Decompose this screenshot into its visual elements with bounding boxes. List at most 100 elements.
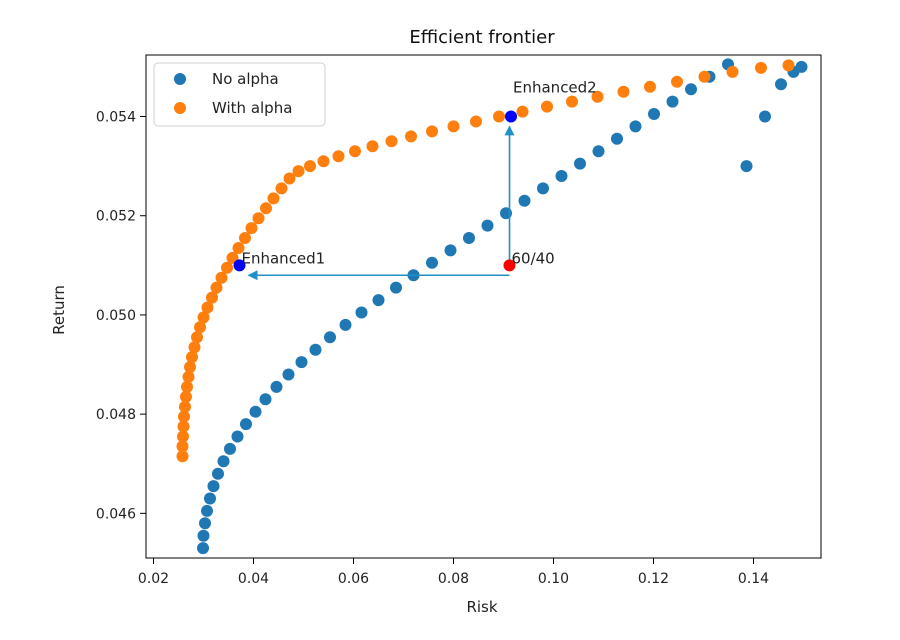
point-no-alpha: [355, 306, 368, 319]
highlight-point-enhanced1: [233, 259, 246, 272]
legend-marker: [174, 102, 186, 114]
point-no-alpha: [249, 405, 262, 418]
point-with-alpha: [177, 430, 189, 443]
legend: No alpha With alpha: [153, 62, 326, 127]
point-with-alpha: [267, 192, 280, 205]
point-no-alpha: [282, 368, 295, 381]
point-with-alpha: [245, 222, 258, 235]
point-with-alpha: [210, 281, 223, 294]
point-with-alpha: [221, 261, 233, 274]
y-axis-label: Return: [50, 285, 68, 335]
point-no-alpha: [217, 455, 230, 468]
point-with-alpha: [292, 165, 305, 178]
point-no-alpha: [555, 170, 568, 182]
point-no-alpha: [463, 232, 475, 244]
point-no-alpha: [518, 194, 531, 207]
point-with-alpha: [366, 140, 379, 153]
x-tick-label: 0.02: [138, 571, 169, 587]
point-with-alpha: [182, 370, 195, 383]
point-with-alpha: [385, 135, 398, 148]
point-no-alpha: [629, 120, 642, 133]
point-no-alpha: [685, 83, 697, 96]
point-no-alpha: [648, 108, 660, 120]
point-with-alpha: [275, 182, 288, 195]
point-no-alpha: [537, 182, 549, 195]
point-with-alpha: [191, 331, 203, 344]
y-tick-label: 0.050: [96, 308, 136, 324]
legend-label: No alpha: [212, 70, 279, 88]
point-with-alpha: [405, 130, 417, 143]
highlight-point-enhanced2: [505, 110, 517, 123]
point-no-alpha: [309, 343, 322, 356]
highlight-point-60-40: [503, 259, 516, 272]
point-with-alpha: [332, 150, 345, 163]
point-with-alpha: [177, 420, 190, 433]
point-no-alpha: [207, 480, 220, 493]
y-tick-label: 0.046: [96, 506, 136, 522]
point-with-alpha: [176, 450, 189, 463]
point-no-alpha: [197, 542, 209, 555]
point-with-alpha: [252, 212, 265, 225]
point-no-alpha: [339, 318, 352, 331]
point-with-alpha: [726, 65, 739, 78]
point-with-alpha: [617, 85, 630, 98]
point-with-alpha: [541, 100, 553, 113]
point-no-alpha: [666, 95, 679, 108]
y-tick-label: 0.048: [96, 407, 136, 423]
point-no-alpha: [270, 380, 283, 393]
chart-title: Efficient frontier: [409, 27, 555, 48]
point-no-alpha: [199, 517, 211, 530]
point-no-alpha: [574, 157, 586, 170]
point-no-alpha: [740, 160, 753, 173]
x-tick-label: 0.14: [738, 571, 769, 587]
x-tick-label: 0.12: [638, 571, 669, 587]
point-with-alpha: [178, 410, 190, 423]
point-with-alpha: [194, 321, 206, 334]
point-no-alpha: [240, 418, 252, 431]
point-no-alpha: [759, 110, 771, 123]
point-with-alpha: [349, 145, 361, 158]
point-no-alpha: [426, 256, 438, 269]
point-with-alpha: [782, 59, 795, 72]
point-with-alpha: [698, 70, 711, 83]
point-with-alpha: [188, 341, 201, 354]
point-with-alpha: [317, 155, 330, 168]
point-with-alpha: [206, 291, 218, 304]
point-no-alpha: [592, 145, 605, 158]
point-with-alpha: [197, 311, 210, 324]
point-with-alpha: [180, 390, 192, 403]
point-with-alpha: [201, 301, 214, 314]
point-no-alpha: [795, 60, 808, 73]
x-axis-label: Risk: [466, 598, 497, 616]
point-with-alpha: [447, 120, 460, 133]
point-with-alpha: [566, 95, 578, 108]
x-tick-label: 0.10: [538, 571, 569, 587]
annotation-60-40: 60/40: [512, 249, 555, 267]
point-no-alpha: [231, 430, 244, 443]
point-with-alpha: [239, 232, 251, 244]
point-no-alpha: [372, 294, 385, 307]
point-with-alpha: [215, 271, 228, 284]
point-no-alpha: [481, 219, 494, 232]
point-no-alpha: [224, 442, 236, 455]
point-with-alpha: [186, 351, 198, 364]
point-with-alpha: [516, 105, 529, 118]
point-with-alpha: [176, 440, 189, 453]
x-tick-label: 0.06: [338, 571, 369, 587]
plot-marks: Enhanced1 Enhanced2 60/40 0.02 0.04 0.06 0.08 0…: [96, 54, 822, 587]
annotation-enhanced1: Enhanced1: [242, 249, 326, 267]
point-no-alpha: [259, 393, 272, 406]
point-no-alpha: [444, 244, 457, 257]
point-with-alpha: [591, 90, 604, 103]
point-no-alpha: [611, 132, 623, 145]
point-no-alpha: [324, 331, 336, 344]
annotation-enhanced2: Enhanced2: [513, 79, 597, 97]
point-no-alpha: [204, 492, 216, 505]
legend-label: With alpha: [212, 99, 292, 117]
point-no-alpha: [295, 356, 308, 369]
point-with-alpha: [283, 172, 296, 185]
y-tick-label: 0.052: [96, 209, 136, 225]
point-with-alpha: [426, 125, 438, 138]
point-no-alpha: [390, 281, 402, 294]
